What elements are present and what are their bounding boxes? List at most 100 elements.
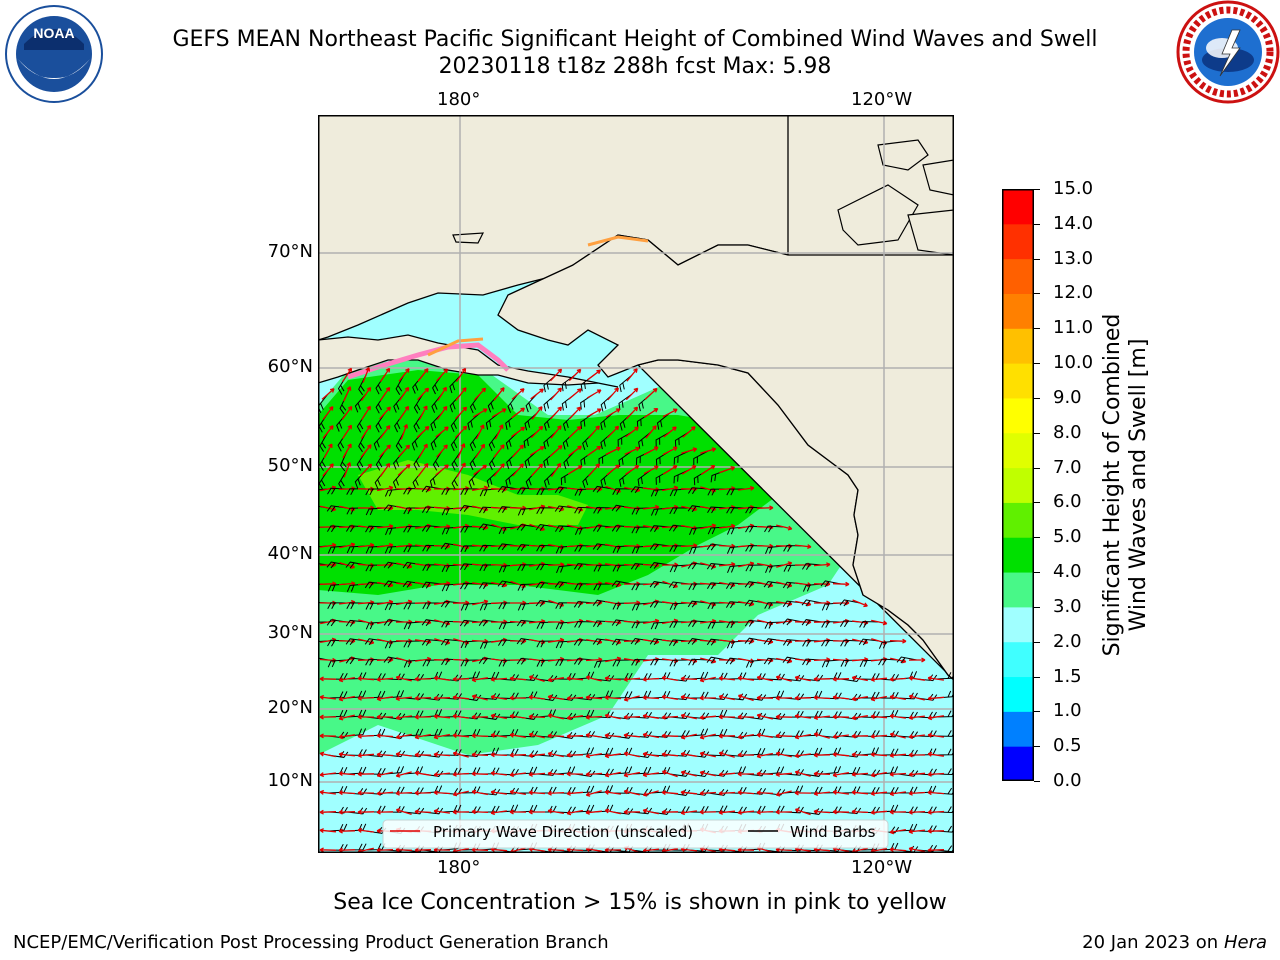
wave-direction-arrow bbox=[436, 405, 448, 420]
wind-barb bbox=[383, 619, 405, 627]
wave-direction-arrow bbox=[319, 714, 337, 720]
wind-barb bbox=[687, 487, 709, 495]
sea-ice-fringe-bering-2 bbox=[427, 337, 484, 357]
wave-direction-arrow bbox=[908, 809, 926, 815]
wave-direction-arrow bbox=[490, 810, 507, 816]
wind-barb bbox=[707, 506, 728, 514]
wind-barb bbox=[821, 766, 842, 775]
wave-direction-arrow bbox=[471, 714, 489, 720]
wind-barb bbox=[468, 469, 481, 489]
wave-direction-arrow bbox=[737, 675, 754, 681]
wave-direction-arrow bbox=[528, 675, 545, 683]
wave-direction-arrow bbox=[756, 790, 774, 796]
wave-direction-arrow bbox=[851, 675, 868, 682]
wind-barb bbox=[346, 709, 367, 718]
wind-barb bbox=[517, 583, 538, 591]
wave-direction-arrow bbox=[737, 694, 754, 702]
wave-direction-arrow bbox=[417, 463, 429, 477]
wave-direction-arrow bbox=[452, 695, 470, 701]
wind-barb bbox=[764, 602, 785, 609]
wave-direction-arrow bbox=[870, 695, 888, 702]
wave-direction-arrow bbox=[433, 675, 450, 681]
wind-barb bbox=[345, 657, 367, 665]
wave-direction-arrow bbox=[870, 752, 888, 758]
wind-barb bbox=[327, 659, 348, 668]
wave-direction-arrow bbox=[718, 675, 735, 681]
wind-barb bbox=[840, 766, 861, 775]
wind-barb bbox=[764, 621, 785, 629]
wind-barb bbox=[655, 431, 671, 447]
wind-barb bbox=[517, 564, 538, 572]
wave-direction-arrow bbox=[661, 675, 679, 682]
wind-barb bbox=[687, 562, 709, 570]
wave-direction-arrow bbox=[490, 789, 507, 795]
footer-date: 20 Jan 2023 on Hera bbox=[1082, 932, 1267, 953]
wind-barb bbox=[488, 431, 500, 452]
wave-direction-arrow bbox=[756, 505, 774, 511]
wave-direction-arrow bbox=[322, 425, 334, 439]
wave-direction-arrow bbox=[718, 694, 735, 701]
wave-direction-arrow bbox=[417, 368, 429, 382]
wind-barb bbox=[441, 804, 462, 813]
wave-direction-arrow bbox=[509, 772, 526, 778]
wave-direction-arrow bbox=[813, 752, 831, 758]
wind-barb bbox=[693, 450, 709, 466]
wave-direction-arrow bbox=[452, 751, 469, 758]
wave-direction-arrow bbox=[376, 485, 394, 492]
colorbar-tick-mark bbox=[1034, 467, 1040, 469]
wave-direction-arrow bbox=[319, 676, 337, 682]
colorbar-tick-mark bbox=[1034, 537, 1040, 539]
colorbar-tick-mark bbox=[1034, 502, 1040, 504]
wave-direction-arrow bbox=[585, 732, 602, 738]
wave-direction-arrow bbox=[625, 387, 639, 401]
wave-direction-arrow bbox=[871, 619, 888, 626]
wave-direction-arrow bbox=[471, 789, 489, 796]
wind-barb bbox=[365, 488, 385, 496]
colorbar-label: Significant Height of Combined Wind Wave… bbox=[1100, 275, 1156, 695]
wind-barb bbox=[688, 658, 709, 666]
wave-direction-arrow bbox=[606, 464, 620, 476]
wind-barb bbox=[460, 659, 481, 667]
wave-direction-arrow bbox=[395, 808, 412, 816]
wave-direction-arrow bbox=[567, 465, 583, 475]
wind-barb bbox=[593, 506, 614, 514]
wind-barb bbox=[460, 602, 481, 611]
wind-barb bbox=[403, 621, 424, 630]
wind-barb bbox=[859, 620, 880, 628]
wind-barb bbox=[555, 766, 576, 775]
noaa-logo-text: NOAA bbox=[33, 25, 74, 41]
wave-direction-arrow bbox=[718, 771, 736, 777]
wave-direction-arrow bbox=[471, 752, 489, 758]
wave-direction-arrow bbox=[586, 389, 602, 399]
wave-direction-arrow bbox=[338, 771, 356, 777]
wave-direction-arrow bbox=[642, 676, 660, 682]
wave-direction-arrow bbox=[605, 446, 621, 455]
colorbar-segment bbox=[1002, 467, 1034, 503]
colorbar-segment bbox=[1002, 432, 1034, 469]
wave-direction-arrow bbox=[550, 462, 562, 477]
wave-direction-arrow bbox=[473, 464, 487, 476]
wave-direction-arrow bbox=[435, 464, 449, 476]
lat-label-30n: 30°N bbox=[267, 622, 313, 643]
wave-direction-arrow bbox=[547, 790, 565, 796]
wave-direction-arrow bbox=[587, 445, 602, 457]
wave-direction-arrow bbox=[680, 770, 697, 777]
wave-direction-arrow bbox=[566, 676, 584, 681]
wave-direction-arrow bbox=[852, 599, 868, 608]
wave-direction-arrow bbox=[509, 809, 527, 815]
wave-direction-arrow bbox=[509, 676, 527, 682]
arctic-island-3 bbox=[922, 159, 954, 196]
colorbar-tick-mark bbox=[1034, 711, 1040, 713]
wave-direction-arrow bbox=[623, 789, 640, 796]
wave-direction-arrow bbox=[511, 388, 525, 400]
wave-direction-arrow bbox=[794, 695, 812, 701]
wind-barb bbox=[486, 469, 500, 488]
wave-direction-arrow bbox=[642, 808, 659, 815]
sea-ice-fringe-arctic bbox=[587, 235, 649, 247]
wave-direction-arrow bbox=[737, 752, 755, 758]
wave-direction-arrow bbox=[585, 714, 603, 720]
wave-direction-arrow bbox=[699, 790, 717, 796]
wind-barb bbox=[631, 602, 652, 611]
colorbar-tick-label: 5.0 bbox=[1053, 526, 1082, 548]
wave-direction-arrow bbox=[566, 695, 584, 701]
